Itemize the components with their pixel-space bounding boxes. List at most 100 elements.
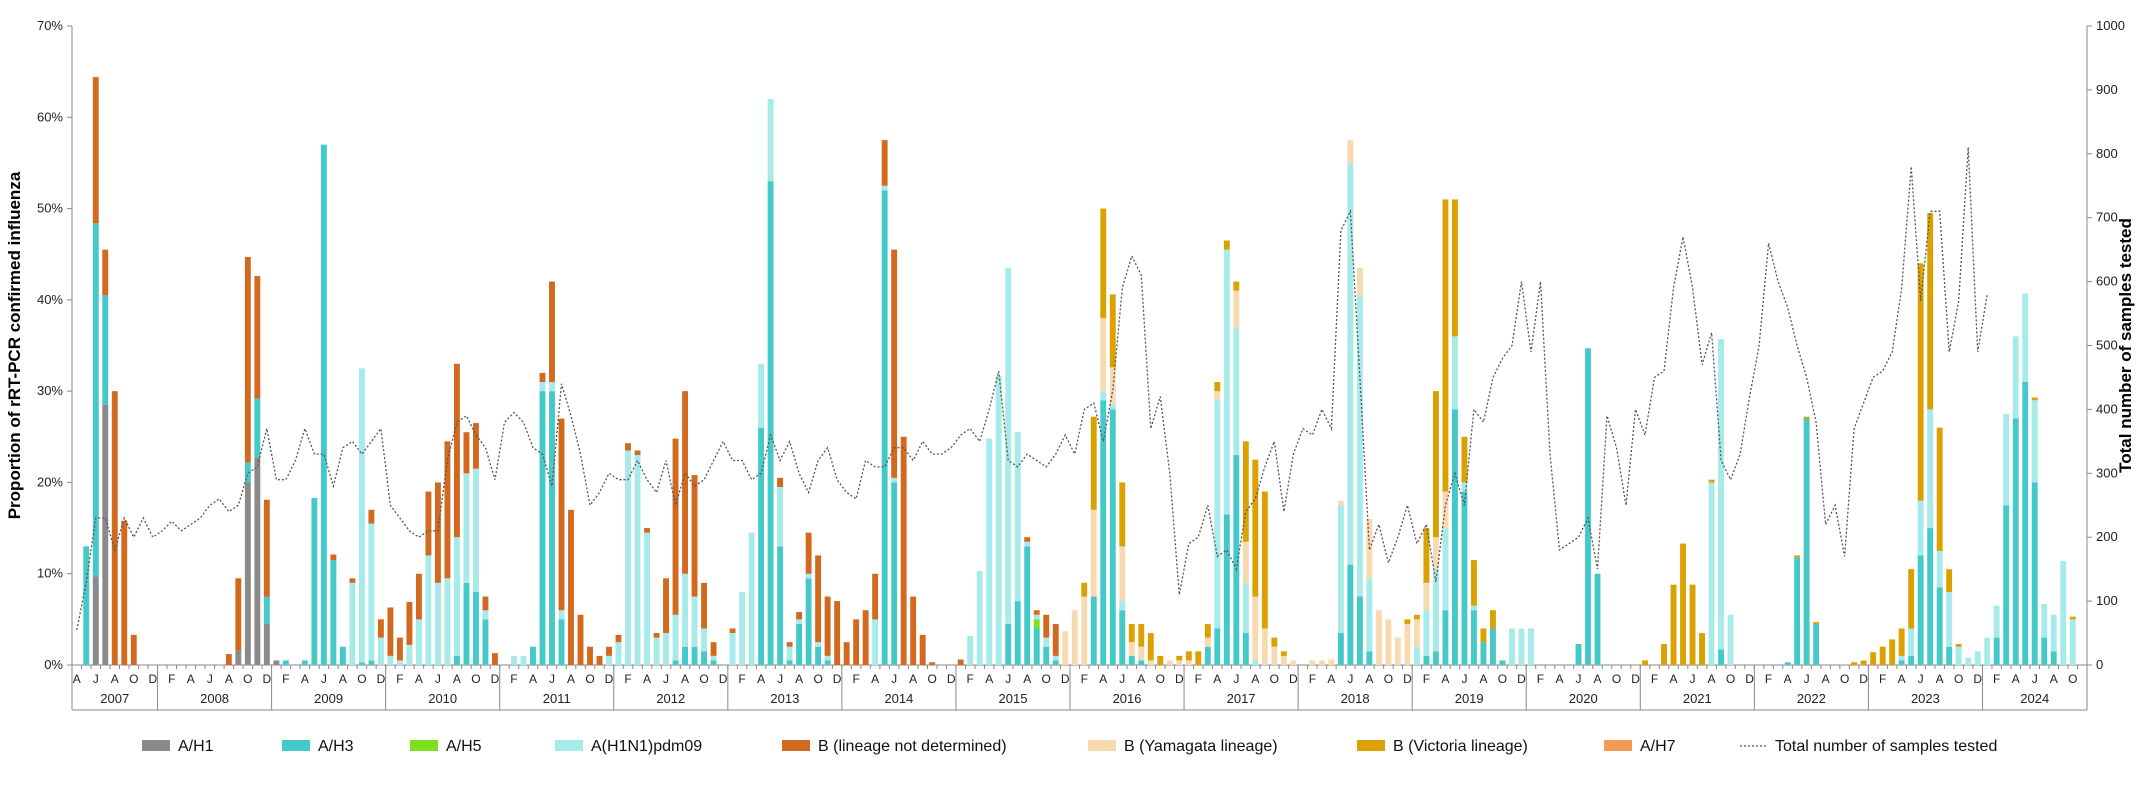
bar-segment-pdm (1955, 646, 1962, 665)
month-tick-label: D (1517, 672, 1526, 686)
month-tick-label: O (1954, 672, 1963, 686)
bar-segment-pdm (1509, 628, 1515, 665)
bar-segment-bnd (910, 596, 917, 665)
bar-segment-pdm (549, 382, 555, 392)
bar-segment-vic (1157, 655, 1164, 665)
y2-tick-label: 400 (2096, 401, 2118, 416)
bar-segment-yam (1318, 660, 1325, 665)
bar-segment-vic (1090, 416, 1097, 510)
bar-segment-yam (1081, 596, 1088, 665)
bar-segment-pdm (2012, 336, 2019, 419)
bar-segment-h3 (805, 578, 812, 665)
bar-segment-h3 (1470, 610, 1477, 665)
bar-segment-h3 (815, 646, 822, 665)
month-tick-label: A (339, 672, 347, 686)
bar-segment-yam (1394, 637, 1401, 665)
bar-segment-h3 (1100, 400, 1107, 665)
bar-segment-bnd (235, 578, 242, 651)
bar-segment-vic (1689, 584, 1696, 665)
month-tick-label: D (377, 672, 386, 686)
bar-segment-bnd (672, 438, 679, 615)
month-tick-label: A (1822, 672, 1830, 686)
month-tick-label: J (2032, 672, 2038, 686)
bar-segment-yam (1185, 660, 1192, 665)
month-tick-label: F (1309, 672, 1316, 686)
bar-segment-yam (1290, 660, 1297, 665)
bar-segment-h3 (1585, 348, 1591, 665)
year-label: 2018 (1341, 691, 1370, 706)
month-tick-label: D (263, 672, 272, 686)
month-tick-label: O (813, 672, 822, 686)
legend-swatch-vic (1357, 740, 1385, 751)
month-tick-label: A (1213, 672, 1221, 686)
bar-segment-vic (1470, 560, 1477, 606)
bar-segment-bnd (415, 573, 422, 620)
bar-segment-vic (1898, 628, 1905, 656)
bar-segment-vic (1917, 263, 1924, 501)
bar-segment-pdm (777, 486, 784, 547)
bar-segment-vic (1185, 651, 1192, 661)
month-tick-label: D (1403, 672, 1412, 686)
month-tick-label: J (663, 672, 669, 686)
bar-segment-pdm (1461, 482, 1468, 492)
month-tick-label: O (1156, 672, 1165, 686)
bar-segment-pdm (1366, 578, 1373, 652)
bar-segment-pdm (739, 591, 746, 665)
bar-segment-bnd (111, 391, 118, 665)
bar-segment-pdm (1214, 400, 1221, 629)
y-tick-label: 60% (37, 109, 63, 124)
bar-segment-pdm (995, 375, 1002, 665)
bar-segment-pdm (1347, 162, 1354, 565)
y2-tick-label: 1000 (2096, 18, 2125, 33)
bar-segment-bnd (881, 140, 888, 186)
bar-segment-pdm (701, 628, 708, 652)
bar-segment-vic (1803, 416, 1810, 419)
bar-segment-vic (1461, 436, 1468, 483)
month-tick-label: A (1593, 672, 1601, 686)
month-tick-label: A (1099, 672, 1107, 686)
bar-segment-pdm (558, 610, 565, 620)
bar-segment-h3 (701, 651, 708, 665)
bar-segment-pdm (1974, 651, 1981, 665)
month-tick-label: A (871, 672, 879, 686)
month-tick-label: O (129, 672, 138, 686)
bar-segment-h3 (263, 596, 270, 624)
bar-segment-vic (1271, 637, 1278, 647)
bar-segment-pdm (1252, 660, 1259, 665)
bar-segment-h3 (1423, 655, 1430, 665)
bar-segment-yam (1252, 596, 1259, 661)
bar-segment-h3 (1223, 514, 1230, 665)
bar-segment-vic (1100, 208, 1107, 319)
bar-segment-pdm (881, 185, 888, 191)
bar-segment-pdm (672, 614, 679, 661)
month-tick-label: A (1023, 672, 1031, 686)
bar-segment-pdm (1356, 295, 1363, 597)
bar-segment-pdm (1518, 628, 1525, 665)
legend-label-h5: A/H5 (446, 738, 482, 755)
bar-segment-h3 (320, 144, 327, 665)
bar-segment-bnd (463, 432, 470, 474)
bar-segment-h3 (1005, 623, 1012, 665)
year-label: 2013 (770, 691, 799, 706)
y2-tick-label: 600 (2096, 274, 2118, 289)
bar-segment-vic (1280, 651, 1287, 656)
bar-segment-yam (1242, 541, 1249, 583)
bar-segment-h3 (1242, 633, 1249, 665)
year-label: 2009 (314, 691, 343, 706)
month-tick-label: O (471, 672, 480, 686)
bar-segment-pdm (1100, 391, 1107, 401)
year-label: 2016 (1113, 691, 1142, 706)
month-tick-label: F (1651, 672, 1658, 686)
bar-segment-pdm (473, 468, 479, 592)
bar-segment-pdm (758, 363, 765, 428)
month-tick-label: J (207, 672, 213, 686)
bar-segment-pdm (615, 642, 622, 665)
bar-segment-h3 (1718, 649, 1725, 665)
bar-segment-vic (1794, 555, 1801, 558)
month-tick-label: J (1119, 672, 1125, 686)
bar-segment-pdm (444, 578, 451, 665)
bar-segment-bnd (853, 619, 860, 665)
bar-segment-yam (1090, 509, 1097, 597)
